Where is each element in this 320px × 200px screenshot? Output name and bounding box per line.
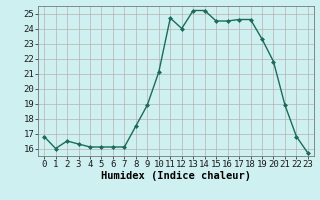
X-axis label: Humidex (Indice chaleur): Humidex (Indice chaleur) [101, 171, 251, 181]
